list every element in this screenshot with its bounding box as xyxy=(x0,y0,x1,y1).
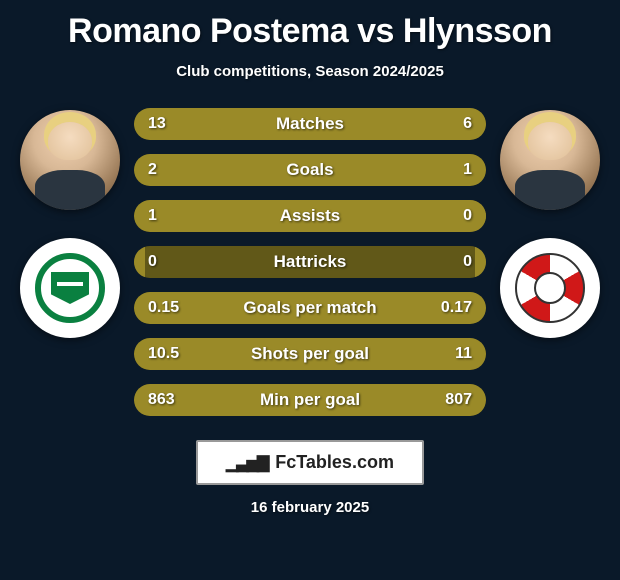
club-left-badge xyxy=(20,238,120,338)
stat-bar: 0.15Goals per match0.17 xyxy=(134,292,486,324)
stat-bar: 0Hattricks0 xyxy=(134,246,486,278)
stat-label: Hattricks xyxy=(214,252,406,272)
stat-value-left: 10.5 xyxy=(134,345,214,363)
brand-text: FcTables.com xyxy=(275,452,394,473)
chart-icon: ▁▃▅▇ xyxy=(226,453,267,473)
sparta-icon xyxy=(515,253,585,323)
comparison-title: Romano Postema vs Hlynsson xyxy=(68,12,552,51)
club-right-badge xyxy=(500,238,600,338)
stat-value-right: 0 xyxy=(406,207,486,225)
stat-label: Matches xyxy=(214,114,406,134)
stat-value-right: 6 xyxy=(406,115,486,133)
stat-value-left: 2 xyxy=(134,161,214,179)
stat-value-right: 0.17 xyxy=(406,299,486,317)
stat-value-left: 0 xyxy=(134,253,214,271)
stat-bar: 863Min per goal807 xyxy=(134,384,486,416)
stats-column: 13Matches62Goals11Assists00Hattricks00.1… xyxy=(130,108,490,416)
right-player-column xyxy=(490,108,610,338)
stat-bar: 13Matches6 xyxy=(134,108,486,140)
player-right-avatar xyxy=(500,110,600,210)
stat-value-left: 1 xyxy=(134,207,214,225)
comparison-subtitle: Club competitions, Season 2024/2025 xyxy=(176,63,444,80)
stat-bar: 10.5Shots per goal11 xyxy=(134,338,486,370)
brand-badge: ▁▃▅▇ FcTables.com xyxy=(196,440,424,485)
left-player-column xyxy=(10,108,130,338)
footer-date: 16 february 2025 xyxy=(251,499,369,516)
stat-value-right: 807 xyxy=(406,391,486,409)
stat-value-left: 863 xyxy=(134,391,214,409)
stat-value-left: 0.15 xyxy=(134,299,214,317)
groningen-icon xyxy=(35,253,105,323)
stat-label: Shots per goal xyxy=(214,344,406,364)
stat-bar: 2Goals1 xyxy=(134,154,486,186)
comparison-row: 13Matches62Goals11Assists00Hattricks00.1… xyxy=(8,108,612,416)
stat-label: Goals per match xyxy=(214,298,406,318)
stat-label: Goals xyxy=(214,160,406,180)
stat-value-left: 13 xyxy=(134,115,214,133)
stat-label: Min per goal xyxy=(214,390,406,410)
stat-value-right: 1 xyxy=(406,161,486,179)
stat-bar: 1Assists0 xyxy=(134,200,486,232)
player-left-avatar xyxy=(20,110,120,210)
stat-label: Assists xyxy=(214,206,406,226)
stat-value-right: 0 xyxy=(406,253,486,271)
stat-value-right: 11 xyxy=(406,345,486,363)
